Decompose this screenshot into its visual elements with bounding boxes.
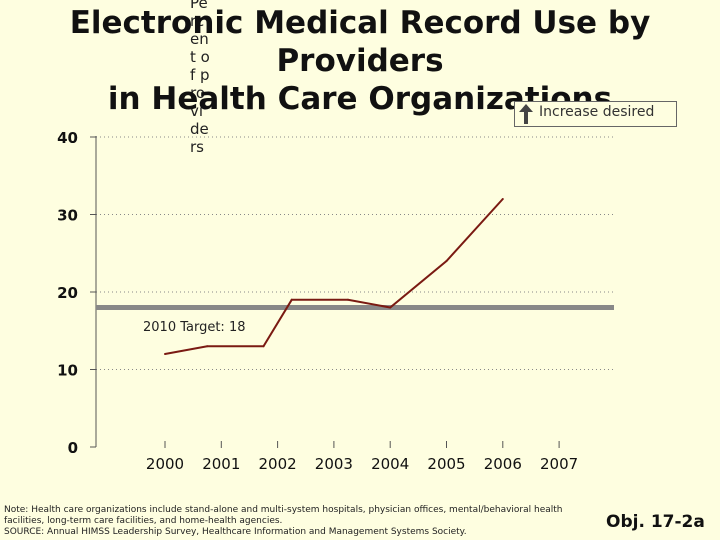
data-point-2 bbox=[262, 345, 265, 348]
y-axis-label: Percent of providers bbox=[190, 0, 210, 156]
data-point-4 bbox=[346, 298, 349, 301]
target-label: 2010 Target: 18 bbox=[143, 320, 246, 335]
x-tick-label-2003: 2003 bbox=[315, 455, 353, 473]
data-point-0 bbox=[164, 353, 166, 355]
y-tick-label-0: 0 bbox=[68, 439, 78, 457]
chart-title-line1: Electronic Medical Record Use by Provide… bbox=[69, 5, 651, 79]
data-point-6 bbox=[445, 260, 448, 262]
y-tick-label-40: 40 bbox=[57, 129, 78, 147]
x-tick-label-2007: 2007 bbox=[540, 455, 578, 473]
axes bbox=[90, 136, 560, 448]
series-line-0 bbox=[164, 198, 504, 355]
data-point-5 bbox=[389, 306, 392, 309]
x-tick-label-2002: 2002 bbox=[259, 455, 297, 473]
legend: Increase desired bbox=[514, 101, 677, 127]
x-tick-label-2006: 2006 bbox=[484, 455, 522, 473]
x-tick-labels: 2000 2001 2002 2003 2004 2005 2006 2007 bbox=[146, 455, 578, 473]
series-group bbox=[164, 198, 504, 355]
x-tick-label-2001: 2001 bbox=[202, 455, 240, 473]
objective-label: Obj. 17-2a bbox=[606, 512, 705, 532]
x-tick-label-2000: 2000 bbox=[146, 455, 184, 473]
y-tick-label-30: 30 bbox=[57, 207, 78, 225]
up-arrow-icon bbox=[519, 104, 533, 124]
legend-text: Increase desired bbox=[539, 104, 655, 120]
x-tick-label-2005: 2005 bbox=[427, 455, 465, 473]
y-tick-label-10: 10 bbox=[57, 362, 78, 380]
x-tick-label-2004: 2004 bbox=[371, 455, 409, 473]
data-point-1 bbox=[206, 345, 209, 348]
source-line: SOURCE: Annual HIMSS Leadership Survey, … bbox=[4, 527, 467, 537]
note-line2: facilities, long-term care facilities, a… bbox=[4, 516, 283, 526]
y-tick-label-20: 20 bbox=[57, 284, 78, 302]
data-point-3 bbox=[290, 298, 293, 301]
footnote: Note: Health care organizations include … bbox=[4, 505, 574, 538]
y-tick-labels: 0 10 20 30 40 bbox=[57, 129, 78, 457]
data-point-7 bbox=[501, 198, 504, 200]
grid-lines bbox=[96, 136, 616, 370]
note-line1: Note: Health care organizations include … bbox=[4, 505, 563, 515]
